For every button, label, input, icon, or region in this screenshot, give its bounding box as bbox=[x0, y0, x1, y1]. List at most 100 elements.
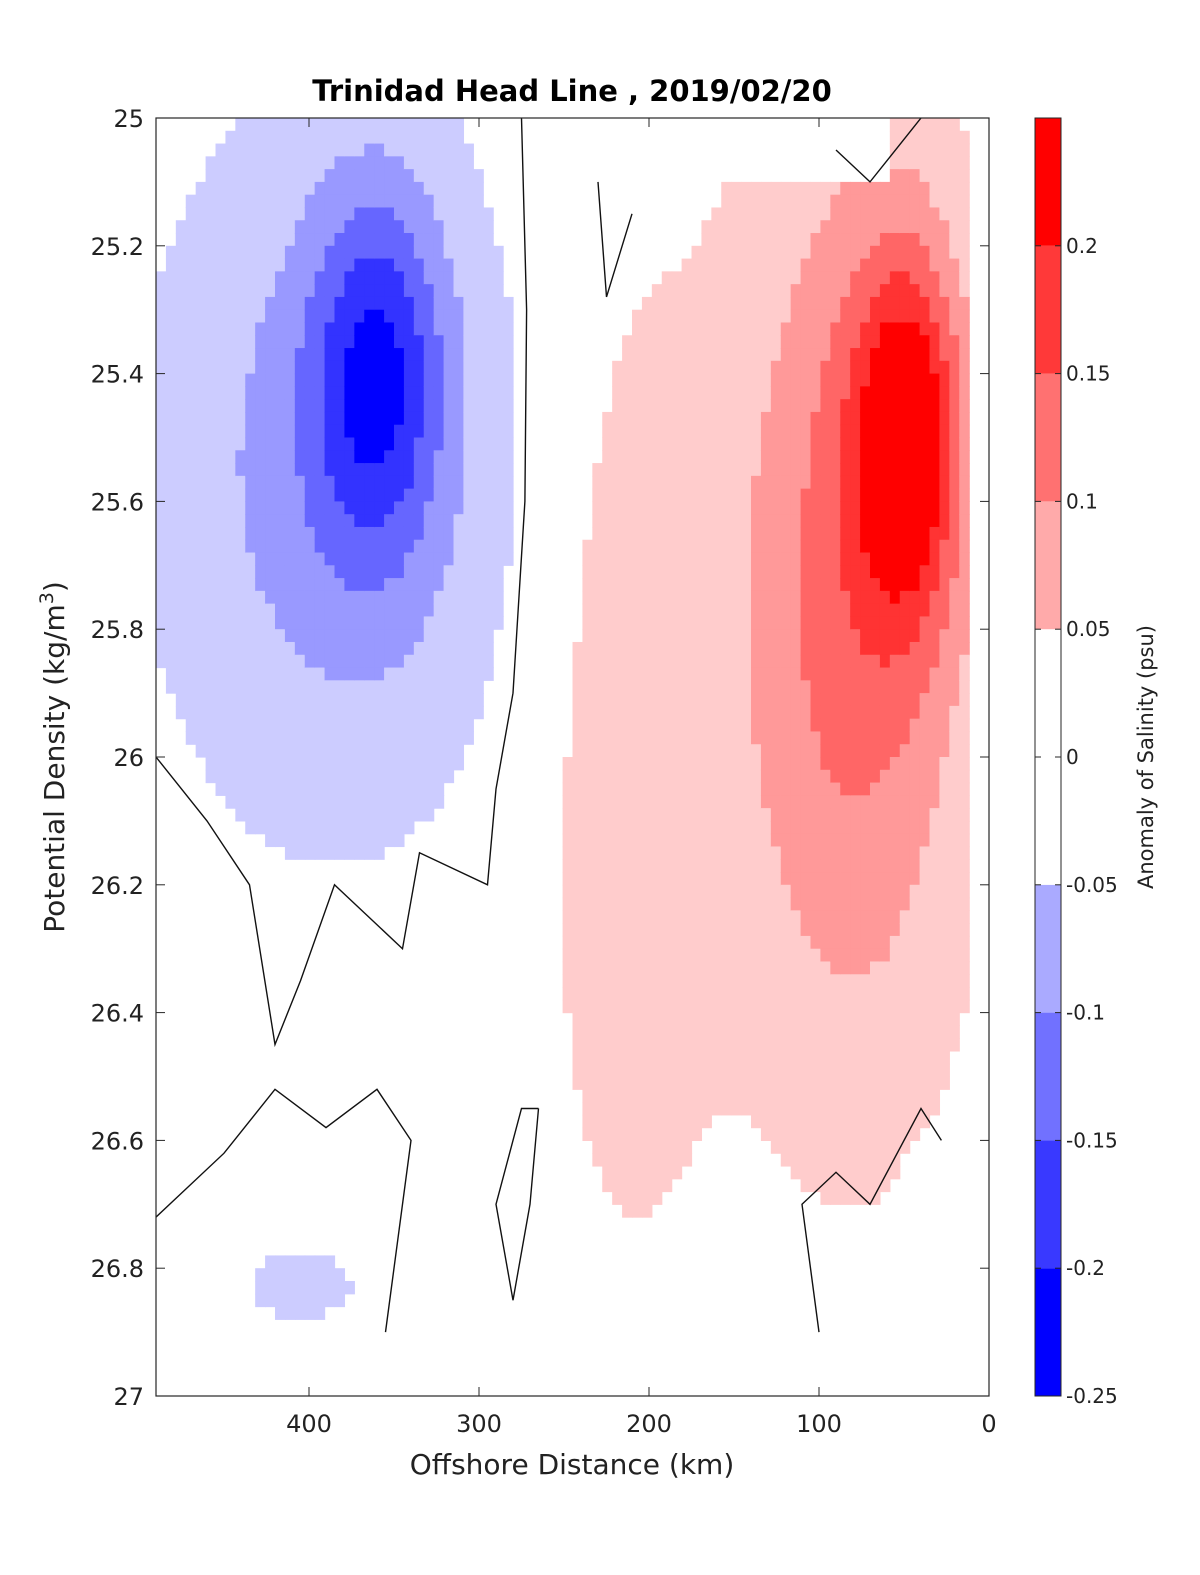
contour-cell bbox=[721, 693, 732, 707]
contour-cell bbox=[245, 501, 256, 515]
contour-cell bbox=[741, 348, 752, 362]
contour-cell bbox=[394, 616, 405, 630]
contour-cell bbox=[780, 539, 792, 554]
contour-cell bbox=[344, 360, 355, 375]
contour-cell bbox=[374, 271, 385, 285]
contour-cell bbox=[403, 629, 415, 643]
contour-cell bbox=[423, 769, 435, 784]
contour-cell bbox=[731, 565, 742, 579]
contour-cell bbox=[612, 987, 623, 1001]
contour-cell bbox=[265, 450, 276, 464]
contour-cell bbox=[800, 948, 812, 963]
contour-cell bbox=[850, 322, 861, 336]
contour-cell bbox=[790, 974, 802, 988]
contour-cell bbox=[612, 539, 623, 554]
contour-cell bbox=[225, 705, 236, 720]
contour-cell bbox=[284, 731, 296, 745]
contour-cell bbox=[810, 424, 822, 439]
contour-cell bbox=[909, 411, 921, 426]
contour-cell bbox=[473, 309, 484, 324]
contour-cell bbox=[929, 974, 941, 988]
contour-cell bbox=[840, 526, 851, 541]
contour-cell bbox=[364, 143, 375, 157]
contour-cell bbox=[701, 782, 712, 796]
contour-cell bbox=[840, 386, 851, 400]
contour-cell bbox=[374, 514, 385, 528]
contour-cell bbox=[800, 424, 812, 439]
contour-cell bbox=[265, 603, 276, 618]
contour-cell bbox=[810, 629, 822, 643]
contour-cell bbox=[959, 450, 970, 464]
y-tick-label: 26.8 bbox=[91, 1255, 144, 1283]
contour-cell bbox=[592, 1038, 603, 1052]
contour-cell bbox=[374, 539, 385, 554]
contour-cell bbox=[612, 1114, 623, 1129]
contour-cell bbox=[205, 169, 217, 183]
contour-cell bbox=[691, 373, 703, 387]
contour-cell bbox=[403, 411, 415, 426]
contour-cell bbox=[840, 1050, 851, 1065]
contour-cell bbox=[423, 309, 435, 324]
contour-cell bbox=[780, 603, 792, 618]
contour-cell bbox=[622, 667, 633, 681]
contour-cell bbox=[840, 348, 851, 362]
contour-cell bbox=[889, 693, 901, 707]
contour-cell bbox=[275, 245, 286, 260]
contour-cell bbox=[661, 974, 673, 988]
contour-cell bbox=[265, 156, 276, 170]
contour-cell bbox=[701, 373, 712, 387]
contour-cell bbox=[671, 424, 683, 439]
contour-cell bbox=[701, 833, 712, 848]
contour-cell bbox=[592, 935, 603, 950]
contour-cell bbox=[949, 475, 960, 490]
contour-cell bbox=[820, 808, 831, 822]
contour-cell bbox=[641, 1038, 653, 1052]
contour-cell bbox=[602, 795, 613, 809]
contour-cell bbox=[860, 693, 871, 707]
contour-cell bbox=[374, 156, 385, 170]
contour-cell bbox=[770, 1114, 782, 1129]
contour-cell bbox=[304, 475, 316, 490]
contour-cell bbox=[830, 603, 841, 618]
contour-cell bbox=[582, 578, 593, 592]
contour-cell bbox=[622, 386, 633, 400]
contour-cell bbox=[840, 220, 851, 234]
contour-cell bbox=[820, 335, 831, 349]
contour-cell bbox=[889, 118, 901, 132]
contour-cell bbox=[909, 744, 921, 758]
contour-cell bbox=[929, 795, 941, 809]
contour-cell bbox=[830, 769, 841, 784]
contour-cell bbox=[641, 373, 653, 387]
contour-cell bbox=[909, 1050, 921, 1065]
contour-cell bbox=[384, 130, 395, 145]
contour-cell bbox=[691, 245, 703, 260]
contour-cell bbox=[602, 1063, 613, 1078]
contour-cell bbox=[314, 169, 326, 183]
contour-cell bbox=[949, 935, 960, 950]
contour-cell bbox=[433, 258, 445, 272]
contour-cell bbox=[741, 399, 752, 413]
contour-cell bbox=[870, 705, 881, 720]
contour-cell bbox=[751, 1076, 762, 1090]
contour-cell bbox=[592, 629, 603, 643]
contour-cell bbox=[850, 629, 861, 643]
contour-cell bbox=[671, 961, 683, 975]
contour-cell bbox=[651, 731, 663, 745]
contour-cell bbox=[899, 693, 911, 707]
contour-cell bbox=[374, 258, 385, 272]
contour-cell bbox=[721, 450, 732, 464]
contour-cell bbox=[314, 399, 326, 413]
contour-cell bbox=[760, 322, 772, 336]
contour-cell bbox=[433, 284, 445, 298]
contour-cell bbox=[899, 999, 911, 1014]
contour-cell bbox=[790, 194, 802, 209]
contour-cell bbox=[949, 118, 960, 132]
contour-cell bbox=[632, 833, 643, 848]
contour-cell bbox=[354, 207, 365, 221]
contour-cell bbox=[909, 348, 921, 362]
contour-cell bbox=[165, 373, 177, 387]
contour-cell bbox=[473, 194, 484, 209]
contour-cell bbox=[711, 1076, 722, 1090]
contour-cell bbox=[304, 833, 316, 848]
contour-cell bbox=[661, 539, 673, 554]
